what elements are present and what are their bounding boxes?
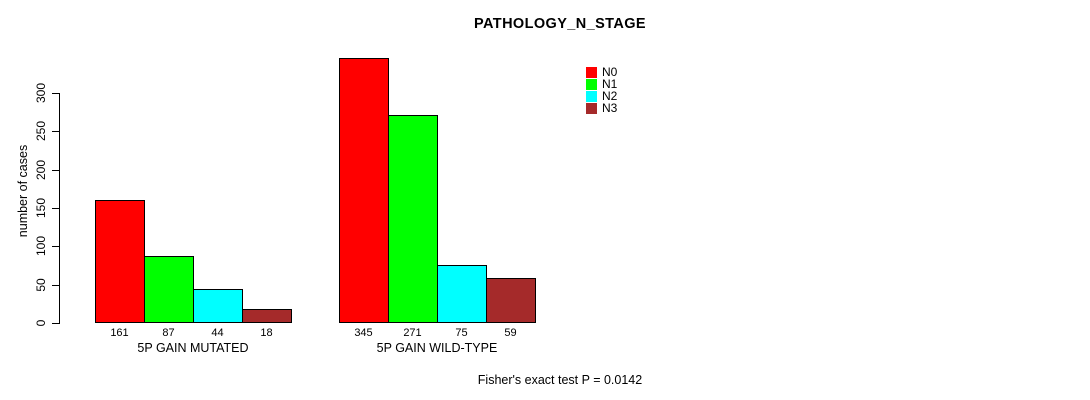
legend-row: N2: [586, 90, 617, 102]
bar-N1-group2: [388, 115, 438, 323]
legend-swatch-N1: [586, 78, 597, 90]
y-tick: [52, 170, 59, 171]
y-tick: [52, 131, 59, 132]
bar-value-label: 75: [455, 327, 468, 339]
legend-label: N0: [602, 65, 618, 79]
y-tick: [52, 246, 59, 247]
bar-N2-group2: [437, 265, 487, 323]
footnote-text: Fisher's exact test P = 0.0142: [477, 373, 643, 387]
bar-N0-group2: [339, 58, 389, 323]
y-tick-label: 50: [34, 278, 48, 292]
legend-label: N2: [602, 89, 618, 103]
bar-value-label: 345: [354, 327, 373, 339]
chart-title: PATHOLOGY_N_STAGE: [474, 16, 646, 32]
y-tick-label: 300: [34, 82, 48, 104]
legend-swatch-N2: [586, 90, 597, 102]
bar-N3-group1: [242, 309, 292, 323]
y-tick: [52, 285, 59, 286]
legend: N0 N1 N2 N3: [586, 66, 617, 114]
legend-label: N3: [602, 101, 618, 115]
bar-value-label: 18: [260, 327, 273, 339]
legend-row: N1: [586, 78, 617, 90]
bar-N3-group2: [486, 278, 536, 323]
y-tick: [52, 208, 59, 209]
legend-label: N1: [602, 77, 618, 91]
y-tick-label: 250: [34, 120, 48, 142]
bar-value-label: 161: [110, 327, 129, 339]
y-tick-label: 150: [34, 197, 48, 219]
bar-value-label: 44: [211, 327, 224, 339]
bar-value-label: 87: [162, 327, 175, 339]
legend-swatch-N0: [586, 66, 597, 78]
bar-value-label: 271: [403, 327, 422, 339]
y-axis-label: number of cases: [16, 144, 30, 238]
y-tick-label: 100: [34, 235, 48, 257]
y-tick-label: 0: [34, 319, 48, 327]
legend-row: N0: [586, 66, 617, 78]
bar-N0-group1: [95, 200, 145, 323]
legend-row: N3: [586, 102, 617, 114]
y-tick-label: 200: [34, 159, 48, 181]
bar-N1-group1: [144, 256, 194, 323]
y-tick: [52, 323, 59, 324]
legend-swatch-N3: [586, 102, 597, 114]
bar-N2-group1: [193, 289, 243, 323]
y-tick: [52, 93, 59, 94]
group-label: 5P GAIN WILD-TYPE: [376, 341, 498, 355]
bar-value-label: 59: [504, 327, 517, 339]
y-axis-line: [59, 93, 60, 324]
group-label: 5P GAIN MUTATED: [137, 341, 249, 355]
